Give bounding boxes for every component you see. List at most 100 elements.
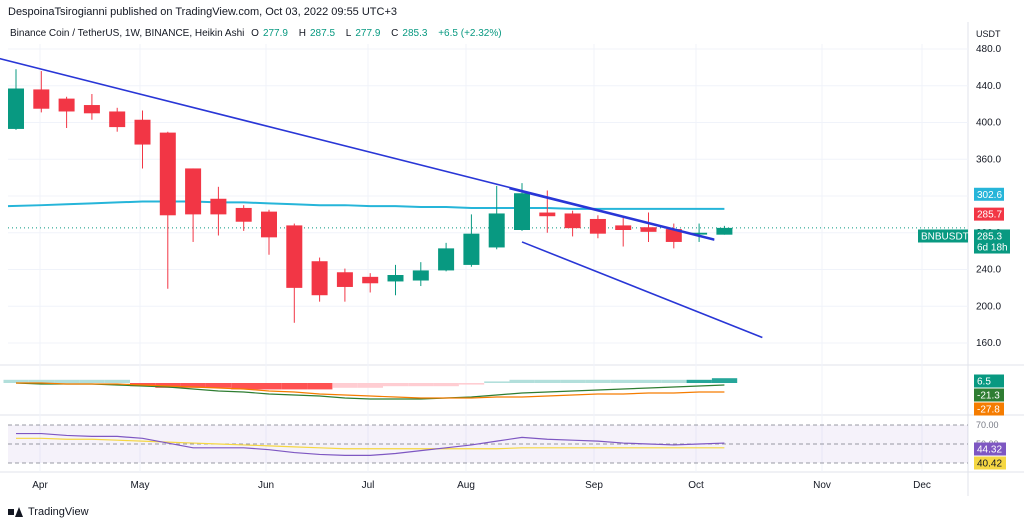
candle-body[interactable] <box>716 227 733 235</box>
candle-body[interactable] <box>261 211 277 238</box>
ohlc-open: O 277.9 <box>251 28 288 39</box>
macd-value-bg <box>974 374 1004 388</box>
candle-body[interactable] <box>210 198 227 215</box>
macd-histogram-bar <box>231 383 257 390</box>
second-trendline[interactable] <box>509 187 715 241</box>
candle-body[interactable] <box>185 168 202 215</box>
macd-histogram-bar <box>332 383 358 388</box>
macd-histogram-bar <box>458 383 485 385</box>
macd-histogram-bar <box>636 379 662 383</box>
candle-body[interactable] <box>691 232 708 235</box>
macd-histogram-bar <box>661 379 687 383</box>
rsi-value-bg <box>974 442 1006 456</box>
candle-body[interactable] <box>438 248 455 271</box>
y-tick-label: 400.0 <box>976 118 1001 129</box>
tradingview-logo-icon <box>8 507 24 517</box>
macd-histogram-bar <box>180 383 206 388</box>
brand-label: TradingView <box>28 506 89 518</box>
macd-histogram-bar <box>433 383 459 387</box>
macd-histogram-bar <box>256 383 282 390</box>
x-tick-label: Dec <box>913 480 931 491</box>
rsi-ma-line <box>16 437 725 450</box>
published-caption: DespoinaTsirogianni published on Trading… <box>8 6 398 18</box>
x-tick-label: May <box>131 480 150 491</box>
x-tick-label: Jun <box>258 480 274 491</box>
moving-average-line <box>7 200 725 210</box>
candle-body[interactable] <box>488 213 505 248</box>
x-tick-label: Apr <box>32 480 48 491</box>
candle-body[interactable] <box>665 229 682 242</box>
macd-histogram-bar <box>383 383 409 387</box>
candle-body[interactable] <box>539 212 556 217</box>
candle-body[interactable] <box>336 272 353 287</box>
candle-body[interactable] <box>362 276 379 284</box>
macd-histogram-bar <box>281 383 308 390</box>
macd-histogram-bar <box>3 379 29 383</box>
candle-body[interactable] <box>286 225 303 288</box>
macd-value-bg <box>974 388 1004 402</box>
ohlc-low: L 277.9 <box>345 28 381 39</box>
macd-histogram-bar <box>307 383 333 390</box>
y-tick-label: 160.0 <box>976 338 1001 349</box>
symbol-legend: Binance Coin / TetherUS, 1W, BINANCE, He… <box>10 28 506 39</box>
candle-body[interactable] <box>463 233 480 265</box>
candle-body[interactable] <box>235 207 252 222</box>
macd-line <box>15 382 725 400</box>
symbol-tag: BNBUSDT <box>921 231 969 242</box>
candle-body[interactable] <box>311 261 328 296</box>
ma-price-label: 302.6 <box>977 190 1002 201</box>
countdown-label-bg <box>974 240 1010 254</box>
macd-histogram-bar <box>534 379 561 383</box>
macd-histogram-bar <box>686 379 712 383</box>
y-tick-label: 240.0 <box>976 265 1001 276</box>
ohlc-close: C 285.3 <box>391 28 428 39</box>
candle-body[interactable] <box>109 111 126 128</box>
rsi-line <box>16 432 725 456</box>
top-bar: DespoinaTsirogianni published on Trading… <box>0 0 1024 24</box>
candle-body[interactable] <box>33 89 50 109</box>
y-tick-label: 480.0 <box>976 44 1001 55</box>
macd-value-bg <box>974 402 1004 416</box>
prev-close-label-bg <box>974 207 1004 221</box>
ohlc-high: H 287.5 <box>298 28 336 39</box>
lower-trendline[interactable] <box>521 241 763 339</box>
macd-histogram-bar <box>155 383 181 388</box>
candle-body[interactable] <box>159 132 176 216</box>
upper-trendline[interactable] <box>0 56 715 240</box>
rsi-value-label: 44.32 <box>977 445 1002 456</box>
y-tick-label: 440.0 <box>976 81 1001 92</box>
macd-histogram-bar <box>408 383 434 387</box>
prev-close-label: 285.7 <box>977 210 1002 221</box>
candle-body[interactable] <box>640 227 657 232</box>
macd-histogram-bar <box>79 379 105 383</box>
macd-histogram-bar <box>357 383 383 388</box>
candle-body[interactable] <box>564 213 581 229</box>
candle-body[interactable] <box>412 270 429 281</box>
candle-body[interactable] <box>134 119 151 145</box>
price-pane[interactable] <box>8 44 968 364</box>
candle-body[interactable] <box>589 218 606 234</box>
candle-body[interactable] <box>387 275 404 282</box>
candle-body[interactable] <box>58 98 75 112</box>
candle-body[interactable] <box>514 193 530 230</box>
macd-histogram-bar <box>585 379 611 383</box>
x-tick-label: Nov <box>813 480 831 491</box>
currency-label: USDT <box>976 29 1001 39</box>
symbol-title: Binance Coin / TetherUS, 1W, BINANCE, He… <box>10 28 245 39</box>
candle-body[interactable] <box>8 88 24 129</box>
x-tick-label: Aug <box>457 480 475 491</box>
macd-histogram-bar <box>711 378 738 383</box>
countdown-label: 6d 18h <box>977 243 1008 254</box>
symbol-tag-bg <box>918 229 968 243</box>
candle-body[interactable] <box>83 105 100 114</box>
macd-value-label: 6.5 <box>977 377 991 388</box>
y-tick-label: 200.0 <box>976 301 1001 312</box>
macd-histogram-bar <box>104 379 130 383</box>
x-tick-label: Jul <box>362 480 375 491</box>
rsi-value-bg <box>974 456 1006 470</box>
y-tick-label: 360.0 <box>976 154 1001 165</box>
macd-value-label: -27.8 <box>977 405 1000 416</box>
candle-body[interactable] <box>615 225 632 230</box>
ma-price-label-bg <box>974 187 1004 201</box>
